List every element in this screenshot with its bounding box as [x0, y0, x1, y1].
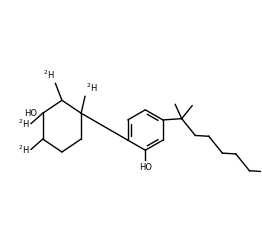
Text: $^2$H: $^2$H	[18, 143, 30, 156]
Text: $^2$H: $^2$H	[42, 69, 54, 81]
Text: $^2$H: $^2$H	[18, 117, 30, 130]
Text: $^2$H: $^2$H	[86, 82, 98, 94]
Text: HO: HO	[139, 163, 152, 172]
Text: HO: HO	[24, 109, 37, 118]
